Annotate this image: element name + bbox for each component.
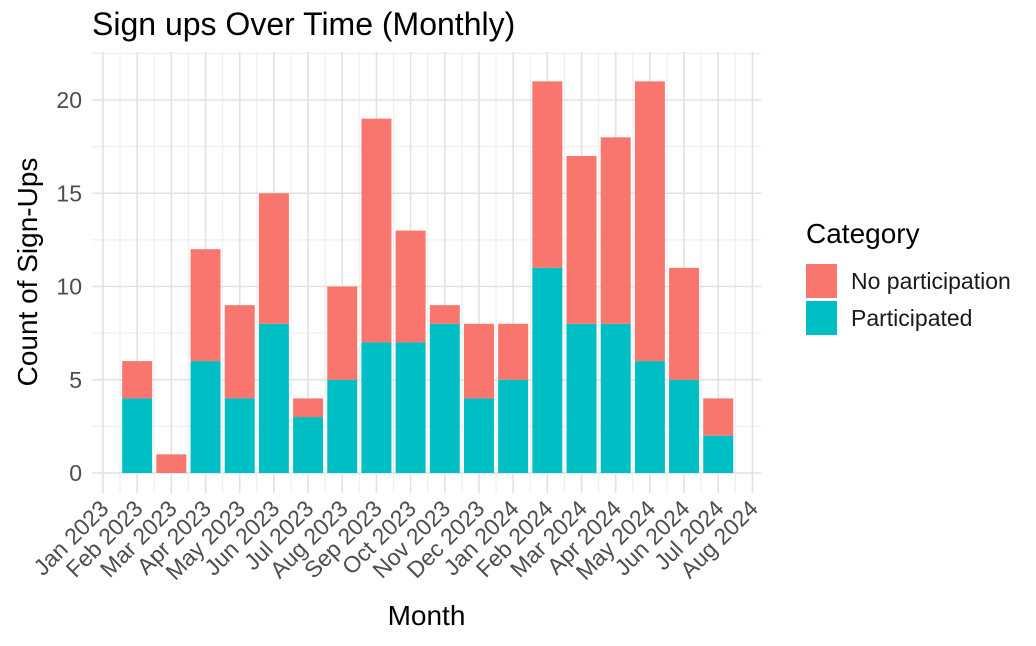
bar-segment-no-participation	[361, 118, 392, 343]
bar-segment-no-participation	[463, 323, 494, 399]
y-tick-label: 20	[56, 87, 82, 113]
bar-segment-participated	[669, 379, 700, 473]
bar-segment-participated	[224, 398, 255, 473]
y-tick-label: 5	[69, 367, 82, 393]
legend-swatch-no-participation	[806, 264, 837, 298]
bar-segment-no-participation	[669, 267, 700, 380]
bar-segment-no-participation	[429, 305, 460, 324]
chart-title: Sign ups Over Time (Monthly)	[92, 6, 516, 42]
legend-swatch-participated	[806, 301, 837, 335]
legend-entry-no-participation: No participation	[806, 264, 1011, 298]
bar-segment-no-participation	[327, 286, 358, 380]
bar-segment-no-participation	[122, 361, 153, 399]
bar-segment-no-participation	[498, 323, 529, 380]
bar-segment-no-participation	[293, 398, 324, 418]
bar-segment-participated	[395, 342, 426, 473]
bar-segment-participated	[293, 417, 324, 473]
legend: Category No participation Participated	[806, 218, 1011, 338]
y-tick-label: 15	[56, 180, 82, 206]
bar-segment-no-participation	[532, 81, 563, 268]
bar-segment-no-participation	[156, 454, 187, 473]
bar-segment-no-participation	[634, 81, 665, 362]
y-tick-label: 10	[56, 274, 82, 300]
bar-segment-participated	[429, 323, 460, 473]
bar-segment-no-participation	[566, 155, 597, 324]
bar-segment-no-participation	[190, 249, 221, 362]
bar-segment-participated	[463, 398, 494, 473]
bar-segment-no-participation	[224, 305, 255, 399]
x-axis-title: Month	[387, 600, 466, 631]
legend-label-no-participation: No participation	[851, 267, 1011, 294]
legend-label-participated: Participated	[851, 304, 973, 331]
bar-segment-participated	[190, 361, 221, 473]
bar-segment-participated	[600, 323, 631, 473]
bar-segment-no-participation	[703, 398, 734, 436]
bar-segment-no-participation	[258, 193, 289, 324]
bar-segment-no-participation	[395, 230, 426, 343]
bar-segment-participated	[361, 342, 392, 473]
bar-segment-participated	[634, 361, 665, 473]
bar-segment-participated	[498, 379, 529, 473]
legend-title: Category	[806, 218, 920, 249]
bar-segment-participated	[122, 398, 153, 473]
bar-segment-participated	[566, 323, 597, 473]
y-axis-title: Count of Sign-Ups	[12, 157, 43, 387]
bar-segment-participated	[703, 435, 734, 473]
bar-segment-no-participation	[600, 137, 631, 324]
bar-segment-participated	[327, 379, 358, 473]
bar-segment-participated	[258, 323, 289, 473]
bar-segment-participated	[532, 267, 563, 473]
legend-entry-participated: Participated	[806, 301, 1011, 335]
y-tick-label: 0	[69, 460, 82, 486]
